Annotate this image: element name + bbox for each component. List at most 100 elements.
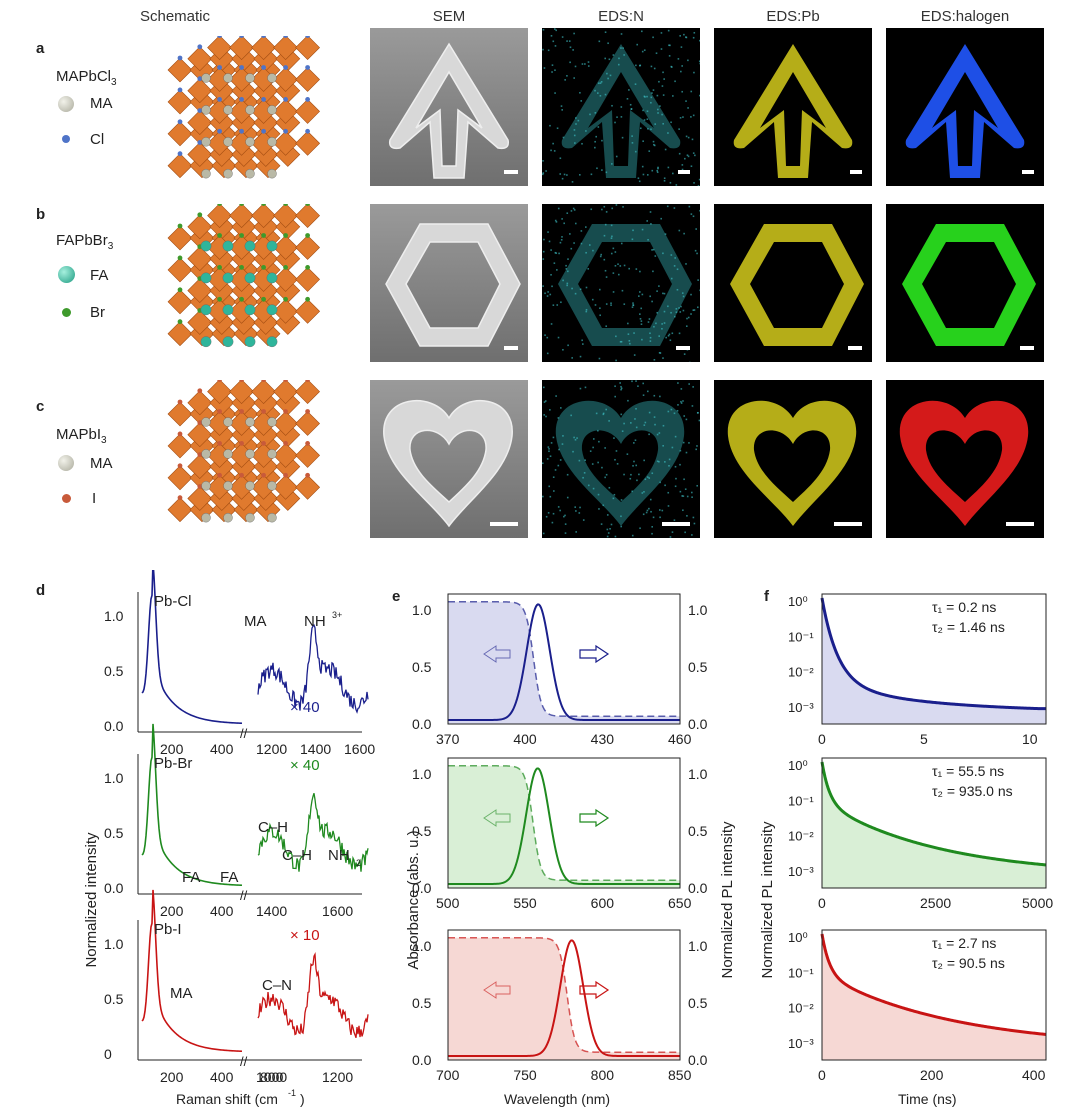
n-dot bbox=[681, 90, 683, 93]
n-dot bbox=[646, 476, 649, 478]
n-dot bbox=[549, 455, 552, 458]
n-dot bbox=[648, 411, 651, 414]
n-dot bbox=[653, 67, 656, 70]
n-dot bbox=[692, 36, 695, 39]
n-dot bbox=[637, 177, 640, 180]
n-dot bbox=[560, 407, 562, 409]
n-dot bbox=[650, 65, 653, 68]
n-dot bbox=[692, 386, 694, 388]
n-dot bbox=[678, 128, 680, 130]
n-dot bbox=[631, 490, 634, 493]
n-dot bbox=[596, 92, 599, 94]
n-dot bbox=[658, 285, 660, 287]
n-dot bbox=[664, 233, 667, 235]
n-dot bbox=[679, 449, 682, 452]
n-dot bbox=[605, 325, 608, 328]
n-dot bbox=[683, 232, 685, 235]
n-dot bbox=[675, 477, 677, 480]
pl-ytick: 1.0 bbox=[688, 766, 708, 782]
n-dot bbox=[649, 295, 651, 298]
halogen-atom bbox=[197, 420, 203, 426]
n-dot bbox=[642, 140, 644, 143]
n-dot bbox=[542, 386, 545, 389]
n-dot bbox=[592, 438, 595, 440]
raman-peak-label: Pb-Br bbox=[154, 755, 192, 772]
n-dot bbox=[600, 80, 603, 83]
halogen-atom bbox=[261, 128, 266, 134]
n-dot bbox=[639, 270, 641, 273]
trpl-ytick: 10⁻² bbox=[788, 1001, 814, 1016]
n-dot bbox=[679, 490, 682, 493]
n-dot bbox=[613, 493, 616, 496]
n-dot bbox=[682, 309, 685, 312]
cation-atom bbox=[223, 73, 233, 83]
halogen-atom bbox=[239, 441, 244, 446]
n-dot bbox=[567, 270, 569, 273]
left-arrow-icon bbox=[483, 809, 511, 827]
n-dot bbox=[605, 473, 608, 476]
n-dot bbox=[542, 258, 545, 260]
n-dot bbox=[641, 492, 644, 494]
n-dot bbox=[561, 443, 564, 445]
n-dot bbox=[614, 121, 616, 124]
formula-a: MAPbCl3 bbox=[56, 68, 117, 88]
raman-ytick: 0.5 bbox=[104, 663, 124, 679]
cation-atom bbox=[267, 168, 277, 179]
right-arrow-icon bbox=[579, 980, 610, 1000]
n-dot bbox=[585, 308, 588, 311]
eds-halogen-image-b bbox=[886, 204, 1044, 362]
cation-atom bbox=[267, 512, 277, 523]
n-dot bbox=[642, 173, 645, 176]
halogen-atom bbox=[217, 65, 222, 70]
trpl-xlabel: Time (ns) bbox=[898, 1091, 957, 1107]
n-dot bbox=[621, 289, 624, 292]
n-dot bbox=[562, 279, 564, 282]
n-dot bbox=[654, 123, 657, 125]
n-dot bbox=[620, 116, 623, 118]
cation-atom bbox=[245, 481, 255, 491]
n-dot bbox=[691, 491, 693, 494]
abs-xtick: 700 bbox=[436, 1067, 460, 1083]
n-dot bbox=[620, 525, 623, 528]
n-dot bbox=[574, 506, 577, 508]
n-dot bbox=[615, 155, 618, 158]
raman-ytick: 0.0 bbox=[104, 718, 124, 734]
n-dot bbox=[552, 40, 555, 43]
n-dot bbox=[674, 257, 676, 259]
n-dot bbox=[585, 130, 587, 132]
cation-atom bbox=[222, 336, 234, 348]
n-dot bbox=[610, 237, 613, 240]
n-dot bbox=[591, 463, 594, 465]
n-dot bbox=[670, 65, 673, 68]
n-dot bbox=[603, 205, 606, 208]
n-dot bbox=[668, 458, 671, 461]
n-dot bbox=[670, 277, 673, 280]
n-dot bbox=[568, 40, 571, 42]
n-dot bbox=[661, 327, 663, 330]
n-dot bbox=[646, 509, 649, 512]
n-dot bbox=[545, 170, 547, 172]
n-dot bbox=[605, 303, 608, 305]
n-dot bbox=[542, 48, 544, 51]
n-dot bbox=[628, 339, 631, 342]
header-schematic: Schematic bbox=[139, 8, 211, 25]
raman-annotation: C–N bbox=[262, 977, 292, 994]
n-dot bbox=[678, 229, 681, 232]
n-dot bbox=[681, 168, 684, 171]
n-dot bbox=[581, 339, 583, 342]
n-dot bbox=[594, 146, 596, 149]
n-dot bbox=[564, 532, 567, 534]
n-dot bbox=[602, 504, 605, 507]
n-dot bbox=[685, 263, 687, 265]
cation-atom bbox=[245, 105, 255, 115]
n-dot bbox=[551, 64, 554, 66]
n-dot bbox=[574, 142, 576, 144]
n-dot bbox=[652, 270, 654, 273]
halogen-atom bbox=[177, 223, 183, 229]
n-dot bbox=[634, 83, 637, 85]
n-dot bbox=[648, 433, 650, 436]
n-dot bbox=[656, 169, 658, 172]
halogen-atom bbox=[217, 128, 222, 134]
raman-low-curve bbox=[141, 889, 243, 1053]
abs-xlabel: Wavelength (nm) bbox=[504, 1091, 610, 1107]
